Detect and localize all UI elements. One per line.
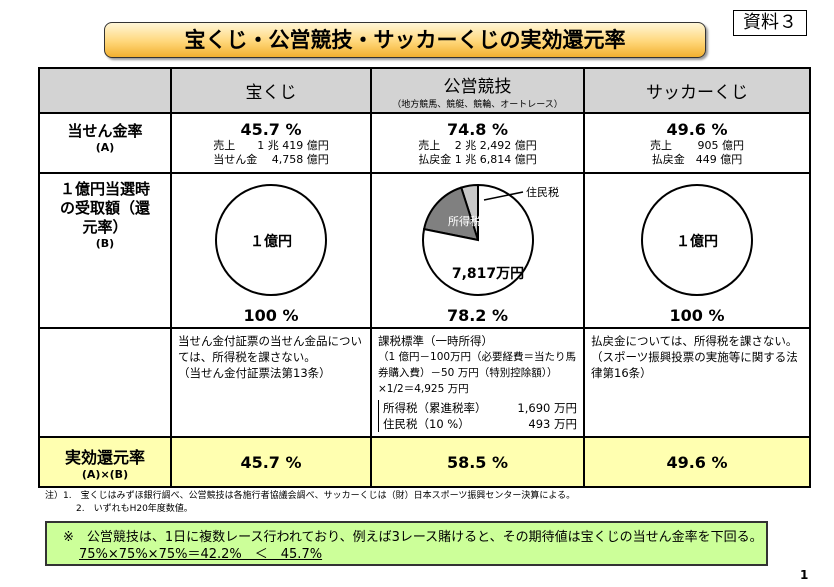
footnote-2: 2. いずれもH20年度数値。 [76,504,193,514]
slice-label-resident-tax: 住民税 [526,185,559,199]
page-number: 1 [800,568,809,582]
comparison-table: 宝くじ 公営競技 （地方競馬、競艇、競輪、オートレース） サッカーくじ 当せん金率… [38,67,811,488]
row-effective-return: 実効還元率 (A)×(B) 45.7 % 58.5 % 49.6 % [38,436,811,488]
pie-label: １億円 [676,233,718,250]
leader-line [483,191,523,201]
reference-label: 資料３ [733,10,807,36]
row-notes: 当せん金付証票の当せん金品については、所得税を課さない。 （当せん金付証票法第13… [38,327,811,438]
pie-koei: 所得税 住民税 7,817万円 [421,183,559,296]
header-row: 宝くじ 公営競技 （地方競馬、競艇、競輪、オートレース） サッカーくじ [38,67,811,114]
page-title: 宝くじ・公営競技・サッカーくじの実効還元率 [104,22,706,58]
pie-full-takarakuji: １億円 [215,184,327,296]
pie-label: 7,817万円 [451,266,523,282]
pie-slice [641,184,753,296]
slice-label-income-tax: 所得税 [448,214,481,228]
col-koei: 公営競技 （地方競馬、競艇、競輪、オートレース） [370,67,585,114]
pie-slice [215,184,327,296]
footnote-1: 注）1. 宝くじはみずほ銀行調べ、公営競技は各施行者協議会調べ、サッカーくじは（… [45,491,576,501]
pie-slice-net [421,183,534,296]
row-rate-a: 当せん金率 (A) 45.7 % 売上 1 兆 419 億円 当せん金 4,758 億… [38,112,811,174]
pie-slice-income-tax [422,186,479,242]
pie-full-soccer: １億円 [641,184,753,296]
col-takarakuji: 宝くじ [170,67,372,114]
pie-label: １億円 [250,233,292,250]
callout-box: ※ 公営競技は、1日に複数レース行われており、例えば3レース賭けると、その期待値… [45,521,768,566]
col-soccer: サッカーくじ [583,67,811,114]
row-return-b: １億円当選時の受取額（還元率） (B) １億円 100 % 所得税 住民税 7,8… [38,172,811,329]
